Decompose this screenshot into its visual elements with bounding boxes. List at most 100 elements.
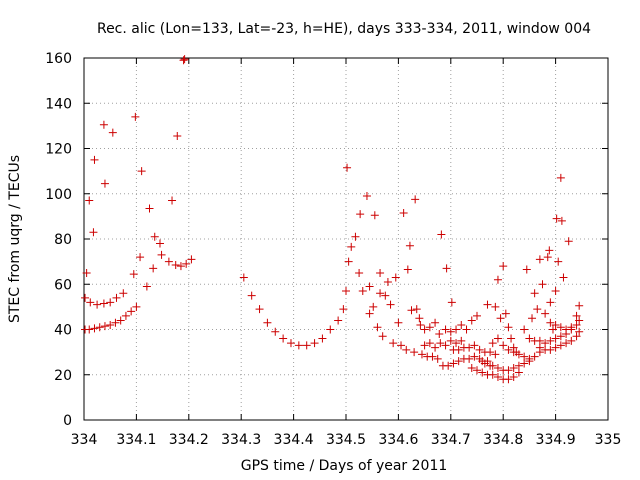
- data-point: [442, 264, 451, 273]
- data-point: [145, 204, 154, 213]
- y-tick-label: 20: [54, 368, 72, 384]
- x-tick-label: 334.5: [326, 432, 366, 448]
- data-point: [509, 363, 518, 372]
- data-point: [564, 237, 573, 246]
- data-point: [389, 339, 398, 348]
- data-point: [575, 316, 584, 325]
- data-point: [99, 299, 108, 308]
- data-point: [556, 173, 565, 182]
- data-point: [533, 305, 542, 314]
- data-point: [478, 368, 487, 377]
- data-point: [441, 325, 450, 334]
- data-point: [431, 318, 440, 327]
- data-point: [545, 246, 554, 255]
- data-point: [407, 306, 416, 315]
- data-point: [155, 239, 164, 248]
- data-point: [496, 314, 505, 323]
- x-tick-label: 334.4: [274, 432, 314, 448]
- x-tick-label: 335: [595, 432, 622, 448]
- data-point: [572, 311, 581, 320]
- data-point: [483, 300, 492, 309]
- data-point: [435, 330, 444, 339]
- data-point: [559, 273, 568, 282]
- data-point: [562, 339, 571, 348]
- data-point: [121, 311, 130, 320]
- data-point: [454, 345, 463, 354]
- data-point: [491, 350, 500, 359]
- data-point: [362, 192, 371, 201]
- data-point: [247, 291, 256, 300]
- data-point: [501, 309, 510, 318]
- data-point: [342, 287, 350, 296]
- data-point: [441, 341, 450, 350]
- data-point: [551, 287, 560, 296]
- data-point: [95, 323, 104, 332]
- data-point: [530, 352, 539, 361]
- data-point: [127, 307, 136, 316]
- data-point: [116, 316, 125, 325]
- data-point: [179, 56, 188, 65]
- y-tick-label: 160: [45, 51, 72, 67]
- data-point: [89, 228, 98, 237]
- data-point: [428, 352, 437, 361]
- data-point: [149, 264, 158, 273]
- data-point: [567, 336, 576, 345]
- data-point: [488, 370, 497, 379]
- data-point: [514, 368, 523, 377]
- data-point: [473, 366, 481, 375]
- data-point: [150, 232, 159, 241]
- data-point: [504, 375, 513, 384]
- data-point: [575, 327, 584, 336]
- data-point: [399, 208, 408, 217]
- data-point: [410, 348, 419, 357]
- y-tick-label: 120: [45, 142, 72, 158]
- x-tick-label: 334.3: [221, 432, 261, 448]
- data-point: [420, 325, 429, 334]
- data-point: [119, 289, 128, 298]
- data-point: [386, 300, 395, 309]
- data-point: [85, 325, 94, 334]
- data-point: [132, 302, 141, 311]
- data-point: [164, 257, 173, 266]
- data-point: [546, 345, 555, 354]
- data-point: [567, 323, 576, 332]
- y-tick-labels: 0 20 40 60 80 100 120 140 160: [45, 51, 72, 429]
- data-point: [436, 339, 445, 348]
- data-point: [556, 341, 565, 350]
- data-point: [514, 361, 523, 370]
- data-point: [525, 354, 534, 363]
- data-point: [381, 291, 390, 300]
- data-point: [351, 232, 360, 241]
- data-point: [344, 257, 353, 266]
- data-points: [81, 55, 584, 384]
- data-point: [535, 336, 544, 345]
- data-point: [562, 325, 571, 334]
- data-point: [271, 327, 280, 336]
- data-point: [556, 323, 565, 332]
- data-point: [486, 348, 495, 357]
- grid: [84, 58, 608, 420]
- data-point: [551, 334, 560, 343]
- data-point: [294, 341, 303, 350]
- data-point: [180, 55, 189, 64]
- data-point: [263, 318, 272, 327]
- data-point: [528, 314, 537, 323]
- data-point: [548, 325, 557, 334]
- data-point: [483, 357, 492, 366]
- data-point: [369, 302, 378, 311]
- data-point: [433, 354, 442, 363]
- x-tick-label: 334.6: [378, 432, 418, 448]
- data-point: [543, 253, 552, 262]
- data-point: [541, 309, 550, 318]
- data-point: [444, 361, 453, 370]
- data-point: [355, 268, 364, 277]
- data-point: [541, 339, 550, 348]
- x-tick-label: 334.8: [483, 432, 523, 448]
- data-point: [93, 300, 102, 309]
- data-point: [530, 289, 539, 298]
- data-point: [182, 259, 191, 268]
- data-point: [425, 323, 434, 332]
- data-point: [520, 352, 529, 361]
- data-point: [425, 339, 434, 348]
- data-point: [112, 293, 121, 302]
